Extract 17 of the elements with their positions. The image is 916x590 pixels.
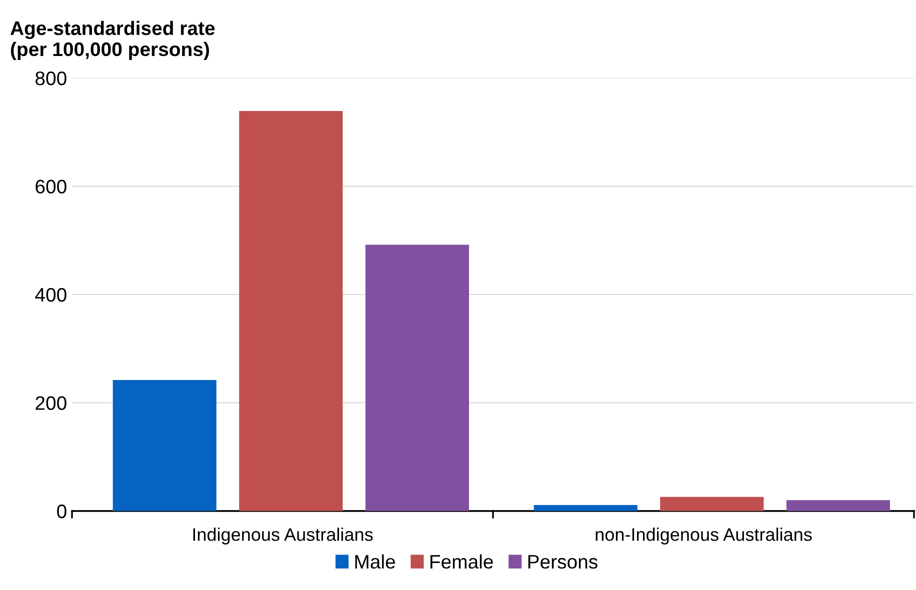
x-tick-label: Indigenous Australians bbox=[193, 528, 373, 544]
bar bbox=[660, 496, 764, 511]
bar bbox=[365, 244, 470, 511]
y-tick-label: 400 bbox=[35, 288, 66, 302]
bar bbox=[534, 505, 638, 511]
y-tick-label: 0 bbox=[57, 504, 66, 518]
y-tick-label: 800 bbox=[36, 71, 66, 86]
legend-label: Female bbox=[430, 554, 493, 569]
bar bbox=[112, 380, 216, 511]
x-tick-label: non-Indigenous Australians bbox=[596, 528, 812, 544]
bar bbox=[786, 500, 890, 511]
y-tick-label: 200 bbox=[36, 396, 66, 410]
y-axis-title: Age-standardised rate (per 100,000 persons) bbox=[10, 20, 215, 60]
legend-label: Male bbox=[355, 554, 395, 569]
bar bbox=[239, 111, 343, 511]
legend-label: Persons bbox=[528, 555, 598, 569]
y-tick-label: 600 bbox=[36, 180, 66, 194]
